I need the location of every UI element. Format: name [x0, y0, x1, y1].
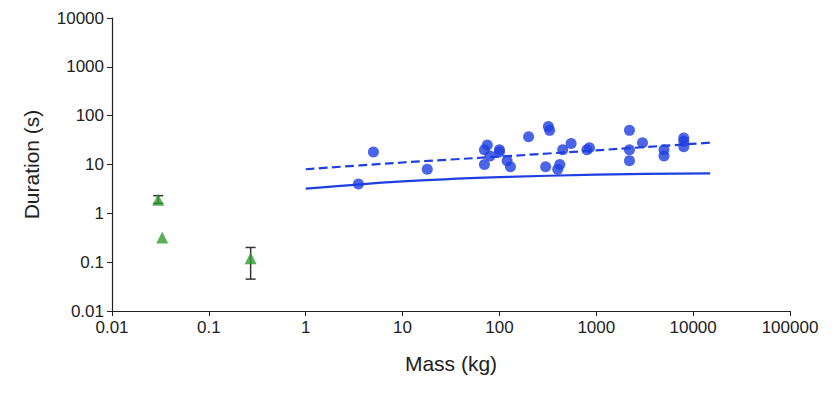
svg-text:Duration (s): Duration (s): [20, 110, 43, 220]
svg-text:Mass (kg): Mass (kg): [405, 352, 497, 375]
svg-text:1: 1: [301, 318, 310, 337]
svg-text:10000: 10000: [670, 318, 717, 337]
svg-text:0.01: 0.01: [70, 301, 104, 321]
svg-text:1000: 1000: [577, 318, 615, 337]
svg-text:1: 1: [95, 204, 104, 223]
svg-text:10: 10: [85, 155, 104, 174]
svg-text:10000: 10000: [57, 9, 104, 28]
svg-text:0.1: 0.1: [80, 253, 104, 272]
svg-text:100: 100: [485, 318, 513, 337]
svg-text:100: 100: [76, 106, 104, 125]
svg-text:10: 10: [393, 318, 412, 337]
svg-text:100000: 100000: [762, 318, 819, 337]
svg-text:0.1: 0.1: [197, 318, 221, 337]
svg-text:1000: 1000: [66, 57, 104, 76]
svg-text:0.01: 0.01: [95, 318, 128, 337]
